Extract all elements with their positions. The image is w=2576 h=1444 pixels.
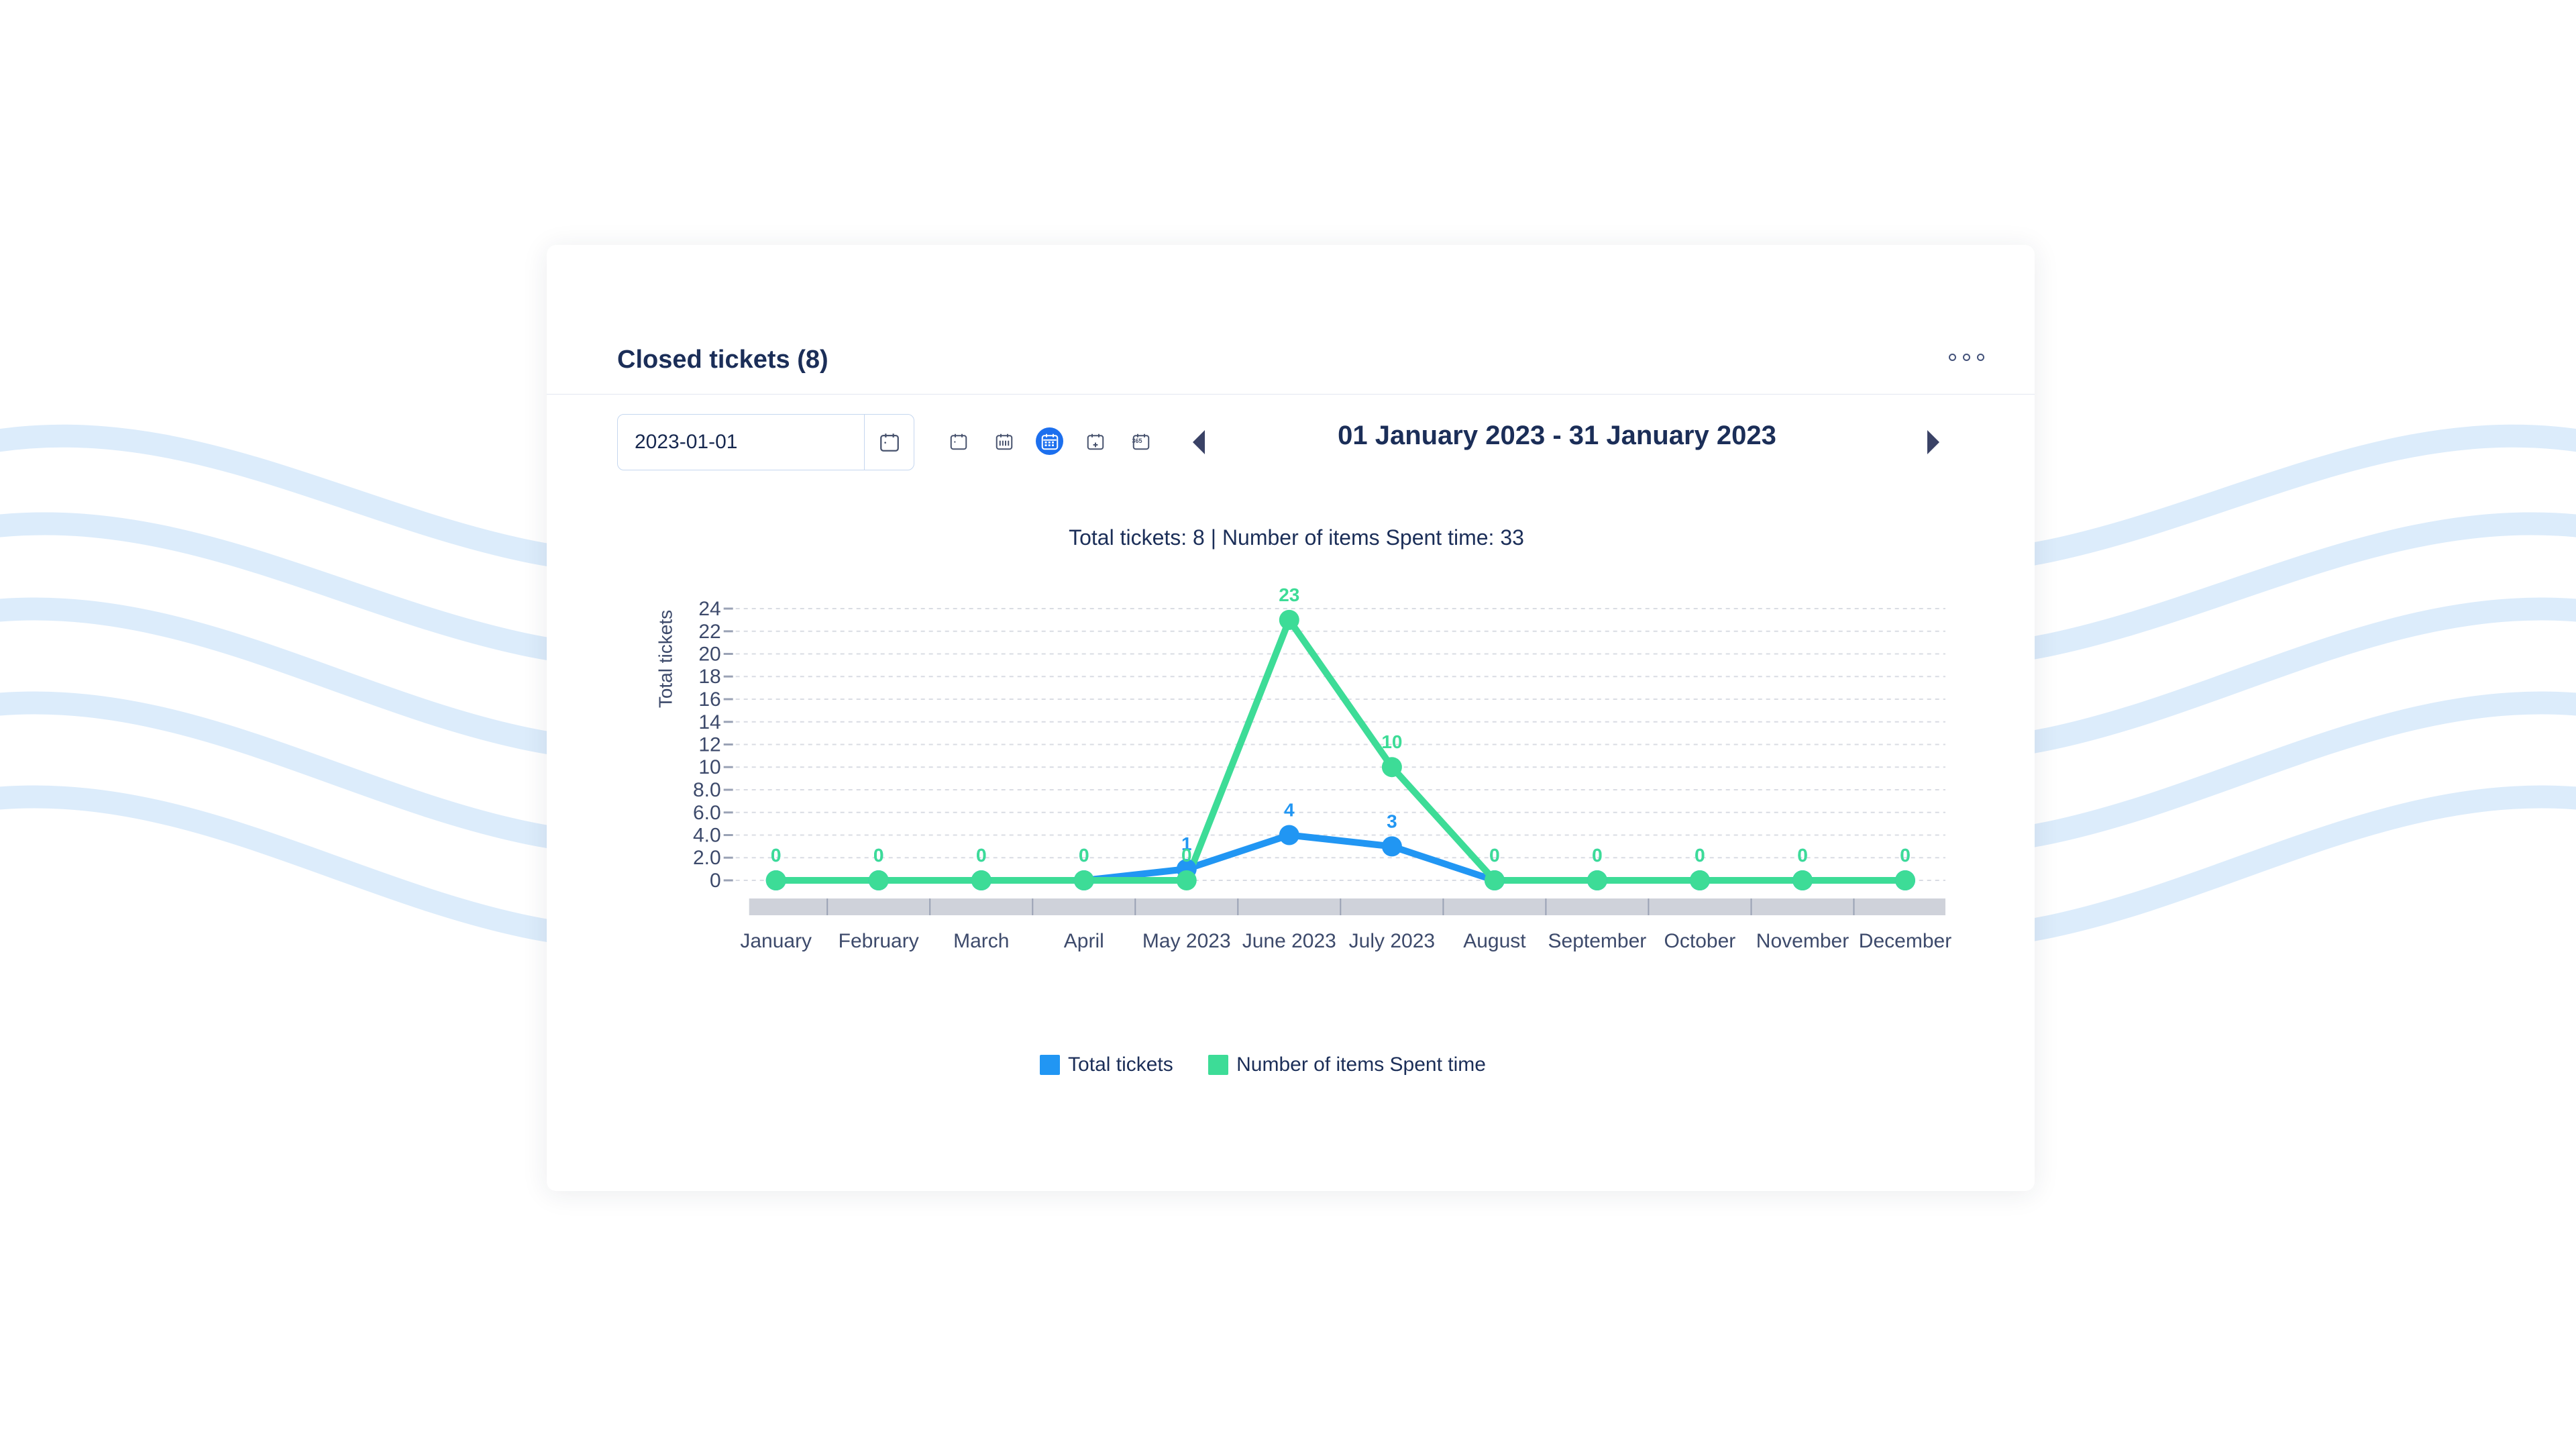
svg-text:Total tickets: Total tickets [655,610,676,708]
svg-text:2.0: 2.0 [693,847,721,869]
svg-text:12: 12 [698,734,720,756]
svg-text:January: January [740,930,812,952]
svg-text:April: April [1064,930,1104,952]
svg-text:22: 22 [698,621,720,643]
svg-text:0: 0 [1797,845,1808,866]
svg-text:0: 0 [1695,845,1705,866]
svg-text:8.0: 8.0 [693,779,721,801]
svg-text:0: 0 [976,845,987,866]
svg-text:4: 4 [1284,800,1295,821]
svg-text:16: 16 [698,688,720,711]
svg-text:May 2023: May 2023 [1142,930,1231,952]
svg-text:20: 20 [698,643,720,666]
svg-text:August: August [1463,930,1526,952]
svg-text:3: 3 [1387,811,1397,831]
svg-text:October: October [1664,930,1736,952]
svg-text:23: 23 [1279,584,1299,605]
svg-text:10: 10 [1381,731,1402,752]
svg-text:6.0: 6.0 [693,802,721,824]
svg-text:June 2023: June 2023 [1242,930,1336,952]
svg-text:4.0: 4.0 [693,825,721,847]
svg-text:0: 0 [1079,845,1089,866]
svg-text:24: 24 [698,598,720,620]
svg-text:18: 18 [698,666,720,688]
svg-text:0: 0 [1489,845,1500,866]
svg-text:February: February [839,930,919,952]
svg-text:0: 0 [710,870,721,892]
svg-text:0: 0 [1900,845,1911,866]
svg-text:September: September [1548,930,1647,952]
svg-text:November: November [1756,930,1849,952]
svg-text:0: 0 [873,845,884,866]
svg-text:10: 10 [698,756,720,778]
svg-text:14: 14 [698,711,720,733]
svg-text:July 2023: July 2023 [1349,930,1435,952]
svg-text:0: 0 [1181,845,1192,866]
svg-text:0: 0 [1592,845,1603,866]
svg-text:0: 0 [771,845,782,866]
svg-text:December: December [1859,930,1951,952]
svg-text:March: March [953,930,1009,952]
